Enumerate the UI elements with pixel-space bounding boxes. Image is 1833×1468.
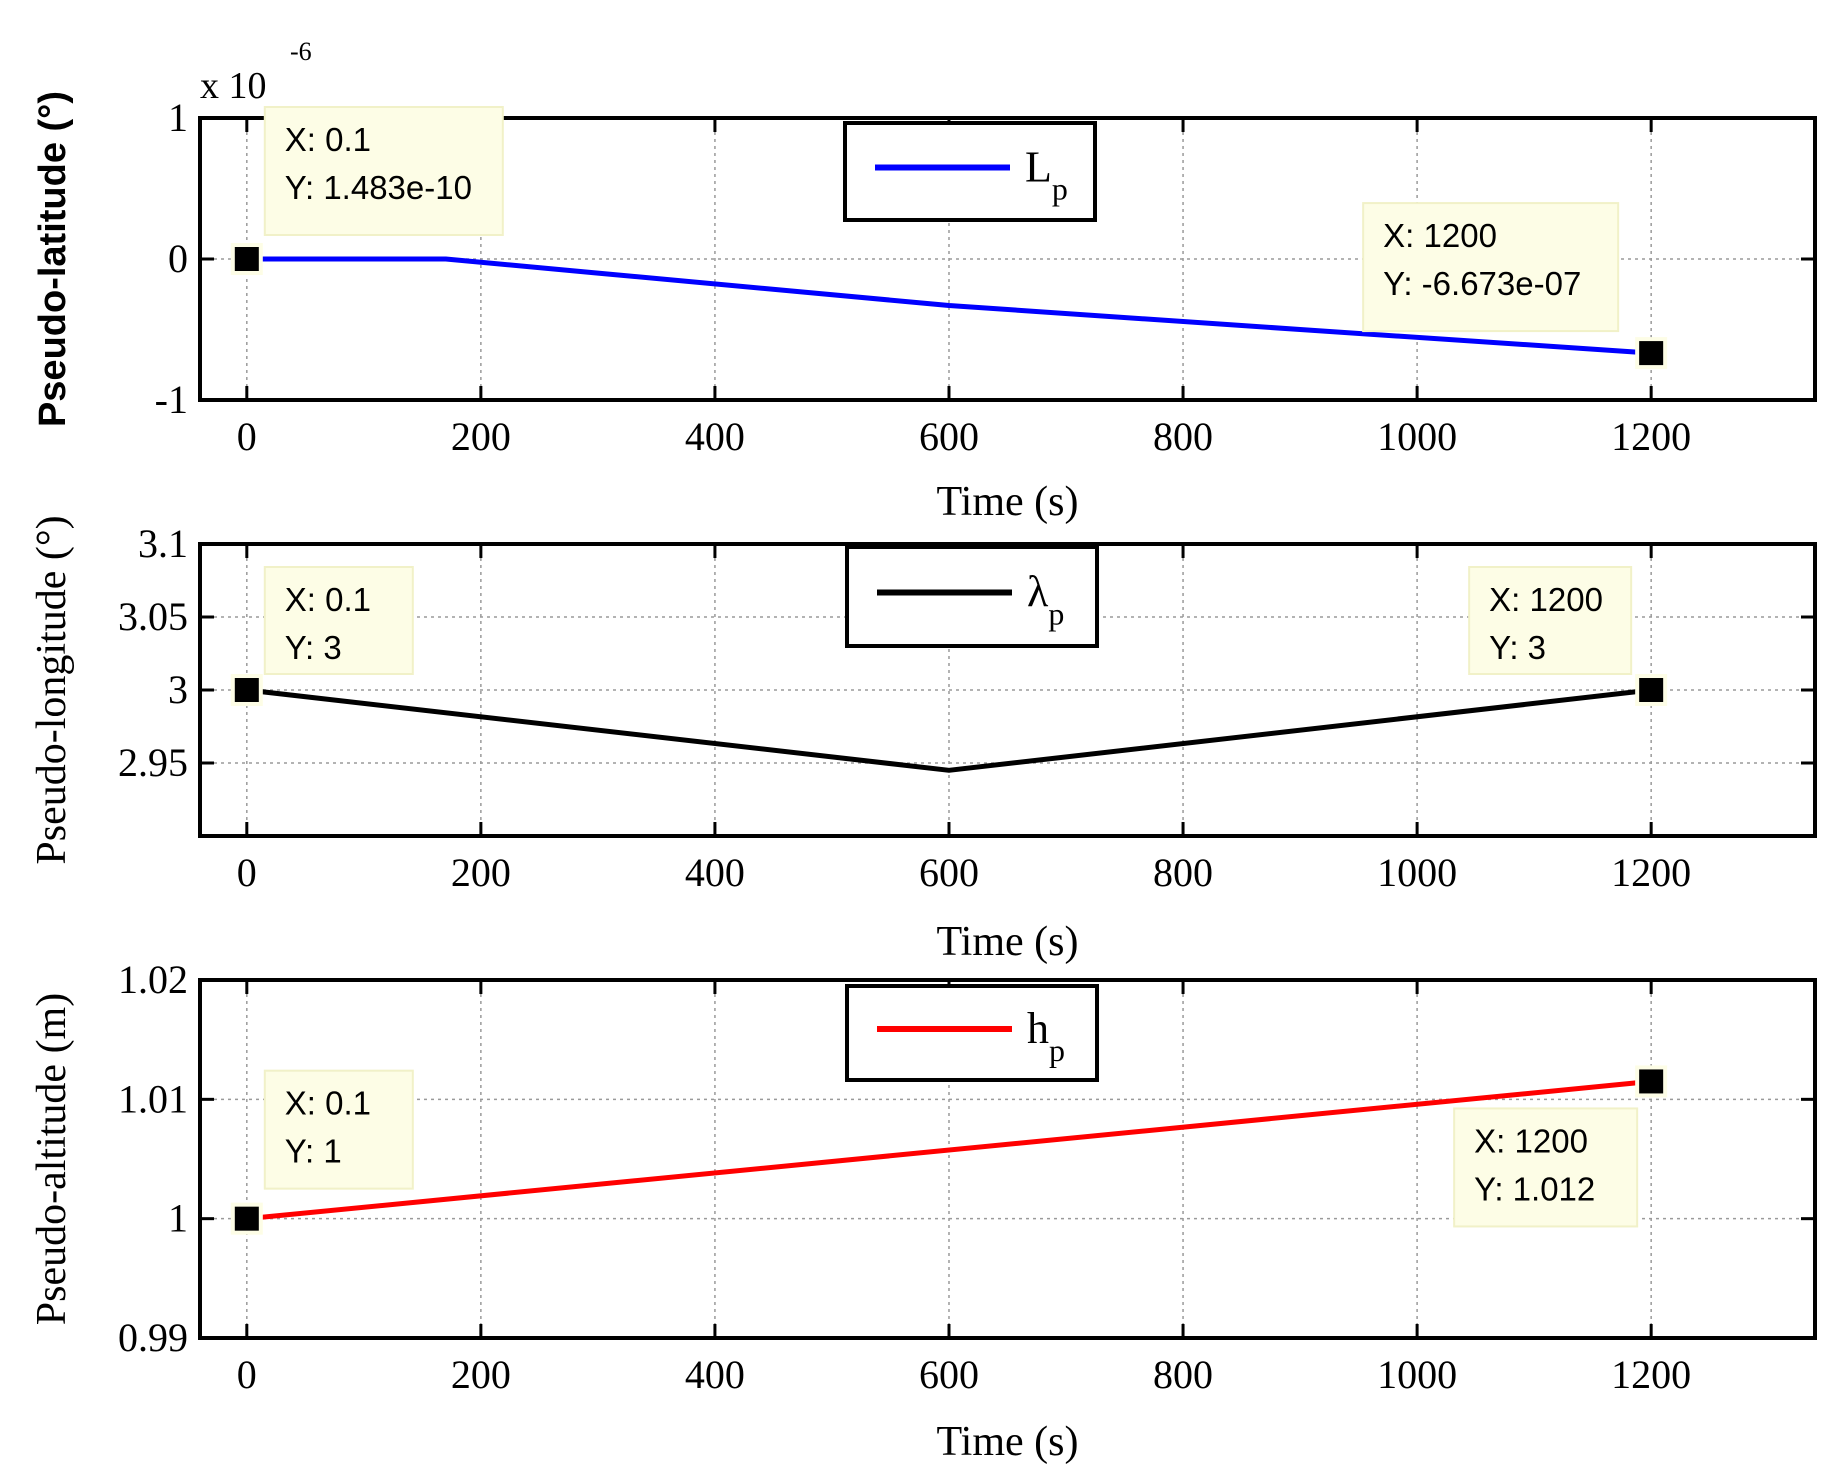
x-tick-label: 0 <box>237 850 257 895</box>
x-tick-label: 1200 <box>1611 850 1691 895</box>
datatip-text: Y: -6.673e-07 <box>1383 265 1581 302</box>
datatip[interactable]: X: 1200 Y: -6.673e-07 <box>1362 202 1668 370</box>
datatip-text: Y: 1.483e-10 <box>285 169 472 206</box>
datatip-text: X: 0.1 <box>285 581 371 618</box>
x-tick-label: 600 <box>919 414 979 459</box>
y-tick-label: 3 <box>168 667 188 712</box>
y-tick-label: 3.1 <box>138 521 188 566</box>
x-tick-label: 200 <box>451 414 511 459</box>
x-tick-label: 1000 <box>1377 414 1457 459</box>
subplot-2: 0 200 400 600 800 1000 1200 2.95 3 3.05 3.1 Time (s… <box>29 515 1817 965</box>
x-tick-label: 1200 <box>1611 1352 1691 1397</box>
x-tick-label: 1000 <box>1377 1352 1457 1397</box>
datatip-text: X: 1200 <box>1474 1122 1588 1159</box>
legend-subscript: p <box>1049 1032 1065 1068</box>
y-tick-label: 0.99 <box>118 1315 188 1360</box>
y-tick-label: 3.05 <box>118 594 188 639</box>
y-tick-label: 1 <box>168 95 188 140</box>
datatip-box <box>263 566 414 675</box>
datatip-text: X: 1200 <box>1489 581 1603 618</box>
y-tick-label: 2.95 <box>118 740 188 785</box>
datatip-text: X: 1200 <box>1383 217 1497 254</box>
x-tick-label: 800 <box>1153 414 1213 459</box>
datatip-text: X: 0.1 <box>285 121 371 158</box>
x-tick-label: 0 <box>237 1352 257 1397</box>
x-tick-label: 200 <box>451 1352 511 1397</box>
x-tick-label: 600 <box>919 1352 979 1397</box>
legend: Lp <box>843 121 1097 222</box>
datatip-text: Y: 1.012 <box>1474 1170 1595 1207</box>
x-tick-label: 800 <box>1153 1352 1213 1397</box>
datatip-marker[interactable] <box>234 247 259 271</box>
datatip-text: Y: 1 <box>285 1133 342 1170</box>
legend-box <box>843 121 1097 222</box>
datatip-box <box>1453 1107 1639 1228</box>
datatip-marker[interactable] <box>234 1206 259 1231</box>
y-tick-label: 1.02 <box>118 957 188 1002</box>
subplot-1: 0 200 400 600 800 1000 1200 -1 0 1 Time (s) Pseudo-… <box>32 37 1817 525</box>
legend-subscript: p <box>1048 596 1064 632</box>
y-axis-label: Pseudo-longitude (°) <box>29 515 75 864</box>
axes-frame <box>198 116 1817 402</box>
x-tick-label: 600 <box>919 850 979 895</box>
subplot-3: 0 200 400 600 800 1000 1200 0.99 1 1.01 1.02 Time (… <box>29 957 1817 1465</box>
datatip-marker[interactable] <box>1639 1069 1664 1094</box>
series-line <box>246 256 1652 356</box>
x-tick-label: 200 <box>451 850 511 895</box>
datatip[interactable]: X: 1200 Y: 1.012 <box>1453 1065 1668 1228</box>
datatip-text: Y: 3 <box>285 629 342 666</box>
y-multiplier-label: x 10 <box>200 65 267 107</box>
y-tick-label: 0 <box>168 236 188 281</box>
series-line <box>246 1078 1652 1222</box>
datatip-box <box>263 106 504 236</box>
datatip-box <box>1362 202 1620 333</box>
datatip-text: X: 0.1 <box>285 1085 371 1122</box>
y-tick-label: 1 <box>168 1196 188 1241</box>
datatip[interactable]: X: 0.1 Y: 3 <box>230 566 414 706</box>
y-tick-label: 1.01 <box>118 1076 188 1121</box>
legend-box <box>845 984 1099 1082</box>
y-axis-label: Pseudo-latitude (°) <box>32 91 74 427</box>
datatip-marker[interactable] <box>234 678 259 702</box>
legend-box <box>845 545 1099 648</box>
axes-frame <box>198 978 1817 1340</box>
x-tick-label: 800 <box>1153 850 1213 895</box>
x-tick-label: 400 <box>685 850 745 895</box>
datatip-text: Y: 3 <box>1489 629 1546 666</box>
datatip-box <box>263 1069 414 1190</box>
datatip-marker[interactable] <box>1639 678 1664 702</box>
datatip-marker[interactable] <box>1639 341 1664 366</box>
x-tick-label: 1000 <box>1377 850 1457 895</box>
y-tick-label: -1 <box>155 377 188 422</box>
datatip[interactable]: X: 0.1 Y: 1.483e-10 <box>230 106 504 275</box>
x-tick-label: 400 <box>685 1352 745 1397</box>
legend: hp <box>845 984 1099 1082</box>
x-tick-label: 400 <box>685 414 745 459</box>
x-axis-label: Time (s) <box>937 479 1079 525</box>
datatip[interactable]: X: 1200 Y: 3 <box>1468 566 1668 706</box>
legend: λp <box>845 545 1099 648</box>
x-axis-label: Time (s) <box>937 1419 1079 1465</box>
legend-subscript: p <box>1052 171 1068 207</box>
x-tick-label: 0 <box>237 414 257 459</box>
series-line <box>246 687 1652 773</box>
y-axis-label: Pseudo-altitude (m) <box>29 993 75 1325</box>
y-multiplier-exponent: -6 <box>290 37 312 66</box>
datatip[interactable]: X: 0.1 Y: 1 <box>230 1069 414 1235</box>
x-tick-label: 1200 <box>1611 414 1691 459</box>
x-axis-label: Time (s) <box>937 919 1079 965</box>
datatip-box <box>1468 566 1633 675</box>
axes-frame <box>198 542 1817 838</box>
